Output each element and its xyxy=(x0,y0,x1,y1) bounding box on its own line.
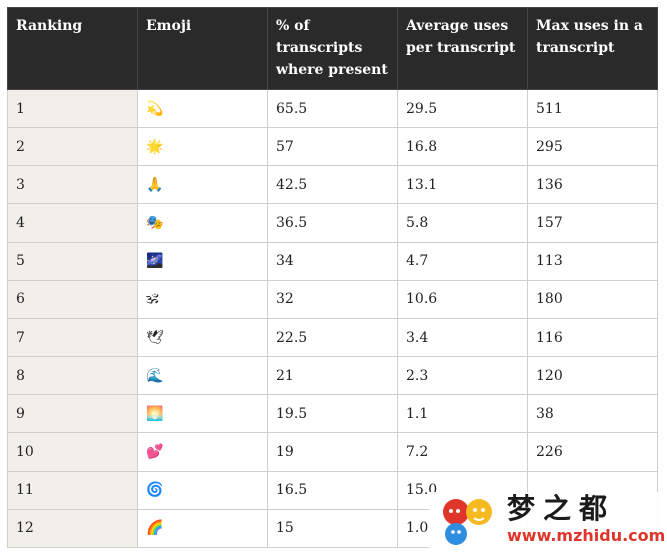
rank-cell: 2 xyxy=(7,127,138,167)
average-cell: 1.1 xyxy=(397,394,528,434)
percent-cell: 34 xyxy=(267,241,398,281)
max-cell: 157 xyxy=(527,203,658,243)
percent-cell: 21 xyxy=(267,356,398,396)
max-cell: 180 xyxy=(527,279,658,319)
emoji-cell: 🌅 xyxy=(137,394,268,434)
emoji-cell: 🌌 xyxy=(137,241,268,281)
rank-cell: 7 xyxy=(7,317,138,358)
column-header-percent-transcripts: % of transcripts where present xyxy=(267,7,398,90)
max-cell: 38 xyxy=(527,394,658,434)
rank-cell: 3 xyxy=(7,165,138,205)
column-header-average-uses: Average uses per transcript xyxy=(397,7,528,90)
emoji-cell: 🕉 xyxy=(137,279,268,319)
emoji-cell: 🌈 xyxy=(137,508,268,549)
table-row: 10 💕 19 7.2 226 xyxy=(7,432,658,472)
max-cell: 511 xyxy=(527,88,658,129)
column-header-max-uses: Max uses in a transcript xyxy=(527,7,658,90)
percent-cell: 32 xyxy=(267,279,398,319)
watermark-title: 梦之都 xyxy=(507,492,616,525)
table-row: 4 🎭 36.5 5.8 157 xyxy=(7,203,658,243)
percent-cell: 19.5 xyxy=(267,394,398,434)
emoji-usage-table: Ranking Emoji % of transcripts where pre… xyxy=(7,7,658,549)
percent-cell: 22.5 xyxy=(267,317,398,358)
percent-cell: 36.5 xyxy=(267,203,398,243)
emoji-cell: 🌀 xyxy=(137,470,268,510)
emoji-cell: 💕 xyxy=(137,432,268,472)
table-row: 6 🕉 32 10.6 180 xyxy=(7,279,658,319)
average-cell: 13.1 xyxy=(397,165,528,205)
average-cell: 16.8 xyxy=(397,127,528,167)
table-row: 2 🌟 57 16.8 295 xyxy=(7,127,658,167)
emoji-cell: 💫 xyxy=(137,88,268,129)
table-row: 8 🌊 21 2.3 120 xyxy=(7,356,658,396)
rank-cell: 9 xyxy=(7,394,138,434)
average-cell: 29.5 xyxy=(397,88,528,129)
max-cell: 136 xyxy=(527,165,658,205)
rank-cell: 12 xyxy=(7,508,138,549)
percent-cell: 16.5 xyxy=(267,470,398,510)
site-watermark: 梦之都 www.mzhidu.com xyxy=(429,492,666,550)
table-row: 3 🙏 42.5 13.1 136 xyxy=(7,165,658,205)
emoji-cell: 🌊 xyxy=(137,356,268,396)
average-cell: 7.2 xyxy=(397,432,528,472)
max-cell: 116 xyxy=(527,317,658,358)
percent-cell: 57 xyxy=(267,127,398,167)
rank-cell: 5 xyxy=(7,241,138,281)
table-header-row: Ranking Emoji % of transcripts where pre… xyxy=(7,7,658,90)
max-cell: 113 xyxy=(527,241,658,281)
table-row: 5 🌌 34 4.7 113 xyxy=(7,241,658,281)
percent-cell: 65.5 xyxy=(267,88,398,129)
table-row: 1 💫 65.5 29.5 511 xyxy=(7,88,658,129)
average-cell: 5.8 xyxy=(397,203,528,243)
emoji-cell: 🙏 xyxy=(137,165,268,205)
chat-bubbles-logo-icon xyxy=(443,499,492,545)
rank-cell: 4 xyxy=(7,203,138,243)
rank-cell: 11 xyxy=(7,470,138,510)
average-cell: 4.7 xyxy=(397,241,528,281)
max-cell: 295 xyxy=(527,127,658,167)
max-cell: 226 xyxy=(527,432,658,472)
emoji-cell: 🕊 xyxy=(137,317,268,358)
rank-cell: 1 xyxy=(7,88,138,129)
column-header-ranking: Ranking xyxy=(7,7,138,90)
percent-cell: 15 xyxy=(267,508,398,549)
watermark-url: www.mzhidu.com xyxy=(507,526,666,545)
table-row: 9 🌅 19.5 1.1 38 xyxy=(7,394,658,434)
percent-cell: 42.5 xyxy=(267,165,398,205)
average-cell: 3.4 xyxy=(397,317,528,358)
table-row: 7 🕊 22.5 3.4 116 xyxy=(7,317,658,358)
column-header-emoji: Emoji xyxy=(137,7,268,90)
emoji-cell: 🎭 xyxy=(137,203,268,243)
average-cell: 10.6 xyxy=(397,279,528,319)
emoji-cell: 🌟 xyxy=(137,127,268,167)
max-cell: 120 xyxy=(527,356,658,396)
rank-cell: 6 xyxy=(7,279,138,319)
rank-cell: 8 xyxy=(7,356,138,396)
percent-cell: 19 xyxy=(267,432,398,472)
rank-cell: 10 xyxy=(7,432,138,472)
average-cell: 2.3 xyxy=(397,356,528,396)
